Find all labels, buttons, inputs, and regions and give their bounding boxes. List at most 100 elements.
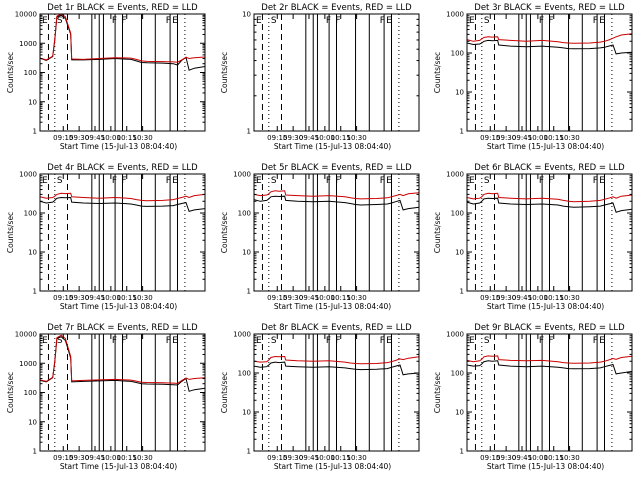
- x-tick-label: 10:30: [347, 454, 367, 462]
- x-tick-label: 09:30: [496, 134, 516, 142]
- x-tick-label: 09:30: [283, 134, 303, 142]
- series-line-events: [253, 195, 420, 211]
- x-tick-label: 09:15: [53, 294, 73, 302]
- x-axis-label: Start Time (15-Jul-13 08:04:40): [274, 462, 391, 471]
- marker-label: S: [271, 176, 277, 186]
- chart-title: Det 3r BLACK = Events, RED = LLD: [474, 3, 625, 13]
- x-tick-label: 10:00: [315, 294, 335, 302]
- y-tick-label: 1: [247, 288, 251, 296]
- x-tick-label: 10:30: [133, 454, 153, 462]
- marker-label: F: [335, 336, 340, 346]
- chart-title: Det 2r BLACK = Events, RED = LLD: [261, 3, 412, 13]
- y-axis-label: Counts/sec: [6, 212, 15, 253]
- marker-label: F: [121, 176, 126, 186]
- series-line-lld: [39, 13, 206, 63]
- chart-title: Det 6r BLACK = Events, RED = LLD: [474, 163, 625, 173]
- x-axis-label: Start Time (15-Jul-13 08:04:40): [60, 462, 177, 471]
- marker-label: F: [593, 176, 598, 186]
- y-tick-label: 10: [28, 98, 37, 106]
- y-tick-label: 100: [451, 210, 464, 218]
- y-tick-label: 1: [33, 288, 37, 296]
- x-tick-label: 10:15: [331, 134, 351, 142]
- y-tick-label: 1: [460, 128, 464, 136]
- y-tick-label: 10: [28, 249, 37, 257]
- x-tick-label: 09:30: [283, 294, 303, 302]
- x-tick-label: 10:00: [528, 294, 548, 302]
- x-tick-label: 10:15: [331, 454, 351, 462]
- marker-label: E: [386, 16, 392, 26]
- x-tick-label: 09:45: [512, 294, 532, 302]
- x-tick-label: 09:15: [53, 454, 73, 462]
- x-tick-label: 09:15: [267, 294, 287, 302]
- x-tick-label: 09:15: [480, 294, 500, 302]
- y-axis-label: Counts/sec: [6, 372, 15, 413]
- x-tick-label: 09:45: [512, 454, 532, 462]
- marker-label: F: [335, 16, 340, 26]
- x-tick-label: 09:15: [480, 134, 500, 142]
- x-tick-label: 10:00: [528, 454, 548, 462]
- x-tick-label: 10:30: [133, 134, 153, 142]
- plot-frame: [253, 173, 420, 292]
- y-axis-label: Counts/sec: [6, 52, 15, 93]
- y-tick-label: 1: [247, 448, 251, 456]
- series-line-events: [466, 360, 633, 375]
- series-line-lld: [253, 355, 420, 365]
- x-tick-label: 09:15: [480, 454, 500, 462]
- marker-label: F: [548, 176, 553, 186]
- plot-frame: [253, 333, 420, 452]
- marker-label: F: [548, 336, 553, 346]
- marker-label: E: [172, 16, 178, 26]
- marker-label: E: [469, 16, 475, 26]
- marker-label: F: [539, 176, 544, 186]
- x-axis-label: Start Time (15-Jul-13 08:04:40): [60, 142, 177, 151]
- x-tick-label: 09:15: [53, 134, 73, 142]
- x-tick-label: 10:00: [101, 134, 121, 142]
- marker-label: S: [57, 176, 63, 186]
- x-tick-label: 09:45: [85, 134, 105, 142]
- marker-label: E: [42, 176, 48, 186]
- x-tick-label: 10:15: [544, 294, 564, 302]
- marker-label: F: [121, 336, 126, 346]
- marker-label: F: [539, 336, 544, 346]
- marker-label: E: [599, 16, 605, 26]
- series-line-events: [39, 196, 206, 213]
- chart-title: Det 5r BLACK = Events, RED = LLD: [261, 163, 412, 173]
- chart-title: Det 1r BLACK = Events, RED = LLD: [47, 3, 198, 13]
- y-tick-label: 1000: [446, 171, 464, 179]
- x-tick-label: 09:45: [299, 134, 319, 142]
- marker-label: E: [469, 336, 475, 346]
- marker-label: E: [256, 176, 262, 186]
- marker-label: E: [256, 16, 262, 26]
- x-tick-label: 10:15: [117, 454, 137, 462]
- marker-label: F: [166, 176, 171, 186]
- marker-label: E: [469, 176, 475, 186]
- y-tick-label: 1000: [446, 11, 464, 19]
- x-tick-label: 09:45: [85, 294, 105, 302]
- x-tick-label: 09:30: [283, 454, 303, 462]
- marker-label: F: [326, 336, 331, 346]
- y-tick-label: 100: [451, 370, 464, 378]
- plot-frame: [466, 173, 633, 292]
- x-tick-label: 10:15: [544, 134, 564, 142]
- x-axis-label: Start Time (15-Jul-13 08:04:40): [487, 142, 604, 151]
- marker-label: S: [484, 176, 490, 186]
- series-line-lld: [466, 192, 633, 203]
- x-axis-label: Start Time (15-Jul-13 08:04:40): [274, 302, 391, 311]
- series-line-lld: [39, 334, 206, 384]
- x-tick-label: 10:15: [544, 454, 564, 462]
- marker-label: F: [335, 176, 340, 186]
- y-tick-label: 100: [238, 370, 251, 378]
- marker-label: F: [112, 16, 117, 26]
- marker-label: S: [484, 336, 490, 346]
- series-line-lld: [253, 190, 420, 200]
- y-tick-label: 10: [242, 409, 251, 417]
- x-tick-label: 09:45: [85, 454, 105, 462]
- series-line-lld: [466, 33, 633, 44]
- x-tick-label: 10:15: [117, 134, 137, 142]
- marker-label: F: [380, 336, 385, 346]
- plot-frame: [253, 13, 420, 132]
- y-tick-label: 1: [460, 448, 464, 456]
